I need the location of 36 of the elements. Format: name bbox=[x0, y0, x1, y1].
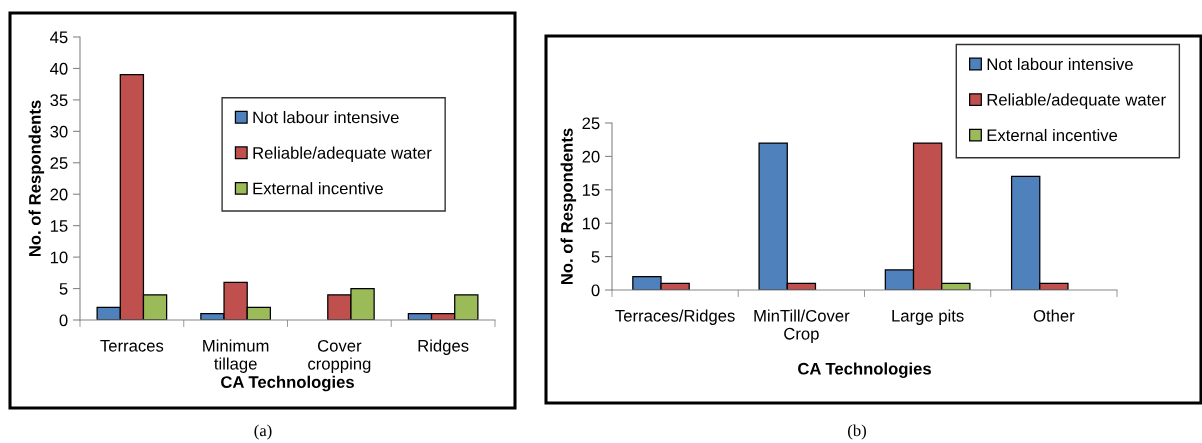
y-tick-label: 25 bbox=[50, 157, 68, 169]
y-tick-label: 40 bbox=[50, 62, 68, 75]
y-tick-label: 0 bbox=[591, 284, 600, 297]
y-tick-label: 15 bbox=[582, 184, 600, 196]
y-tick-label: 0 bbox=[59, 314, 68, 327]
y-tick-label: 20 bbox=[50, 188, 68, 201]
y-tick-label: 25 bbox=[582, 117, 600, 130]
y-tick-label: 5 bbox=[591, 251, 600, 263]
x-tick-label: Minimum tillage bbox=[203, 339, 269, 373]
legend-label: Reliable/adequate water bbox=[987, 93, 1166, 109]
y-tick-label: 15 bbox=[50, 220, 68, 232]
y-tick-label: 20 bbox=[582, 150, 600, 163]
x-axis-title: CA Technologies bbox=[221, 375, 354, 392]
x-axis-title: CA Technologies bbox=[798, 362, 931, 378]
y-tick-label: 35 bbox=[50, 94, 68, 107]
legend-label: External incentive bbox=[987, 128, 1118, 142]
x-tick-label: Terraces/Ridges bbox=[615, 309, 735, 325]
x-tick-label: Other bbox=[1033, 309, 1075, 322]
legend-label: External incentive bbox=[253, 182, 383, 195]
x-tick-label: MinTill/Cover Crop bbox=[754, 309, 850, 343]
x-tick-label: Ridges bbox=[418, 339, 469, 355]
y-tick-label: 5 bbox=[59, 283, 68, 295]
x-tick-label: Large pits bbox=[892, 309, 964, 325]
legend-label: Not labour intensive bbox=[253, 111, 399, 124]
legend-label: Not labour intensive bbox=[987, 57, 1133, 71]
legend-label: Reliable/adequate water bbox=[253, 146, 432, 163]
y-tick-label: 10 bbox=[582, 217, 600, 230]
text: (b) bbox=[848, 424, 866, 440]
y-axis-title: No. of Respondents bbox=[28, 100, 45, 257]
text: (a) bbox=[254, 424, 272, 440]
y-tick-label: 45 bbox=[50, 31, 68, 44]
x-tick-label: Cover cropping bbox=[308, 339, 371, 373]
y-axis-title: No. of Respondents bbox=[560, 128, 577, 285]
x-tick-label: Terraces bbox=[100, 340, 164, 352]
y-tick-label: 10 bbox=[50, 251, 68, 264]
y-tick-label: 30 bbox=[50, 125, 68, 138]
